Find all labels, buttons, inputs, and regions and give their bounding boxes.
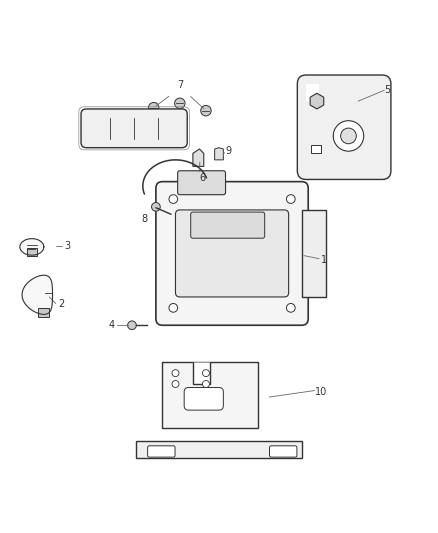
Polygon shape [162, 362, 258, 427]
FancyBboxPatch shape [297, 75, 391, 180]
FancyBboxPatch shape [148, 446, 175, 457]
Circle shape [333, 120, 364, 151]
Circle shape [201, 106, 211, 116]
Text: 7: 7 [177, 80, 183, 90]
Text: 4: 4 [109, 320, 115, 330]
Circle shape [172, 381, 179, 387]
Text: 8: 8 [141, 214, 147, 224]
Circle shape [286, 195, 295, 204]
Circle shape [127, 321, 136, 329]
Polygon shape [20, 239, 44, 255]
FancyBboxPatch shape [191, 212, 265, 238]
Circle shape [148, 102, 159, 113]
Circle shape [202, 381, 209, 387]
Polygon shape [310, 93, 324, 109]
Circle shape [341, 128, 356, 144]
FancyBboxPatch shape [269, 446, 297, 457]
FancyBboxPatch shape [27, 248, 37, 256]
Polygon shape [302, 210, 325, 297]
FancyBboxPatch shape [39, 308, 49, 317]
Circle shape [286, 303, 295, 312]
Polygon shape [193, 362, 210, 384]
Circle shape [169, 303, 178, 312]
Text: 9: 9 [226, 146, 232, 156]
Polygon shape [215, 148, 223, 160]
FancyBboxPatch shape [81, 109, 187, 148]
Text: 10: 10 [315, 387, 327, 397]
Circle shape [175, 98, 185, 109]
Text: 6: 6 [199, 173, 205, 183]
Text: 5: 5 [385, 85, 391, 95]
Text: 1: 1 [321, 255, 327, 265]
Circle shape [169, 195, 178, 204]
Polygon shape [193, 149, 204, 166]
FancyBboxPatch shape [176, 210, 289, 297]
Polygon shape [306, 84, 319, 101]
Circle shape [152, 203, 160, 211]
Text: 3: 3 [64, 240, 71, 251]
FancyBboxPatch shape [178, 171, 226, 195]
Circle shape [172, 370, 179, 377]
Polygon shape [136, 441, 302, 458]
Text: 2: 2 [58, 300, 64, 309]
Polygon shape [311, 144, 321, 154]
FancyBboxPatch shape [184, 387, 223, 410]
Polygon shape [22, 275, 53, 314]
FancyBboxPatch shape [156, 182, 308, 325]
Circle shape [202, 370, 209, 377]
